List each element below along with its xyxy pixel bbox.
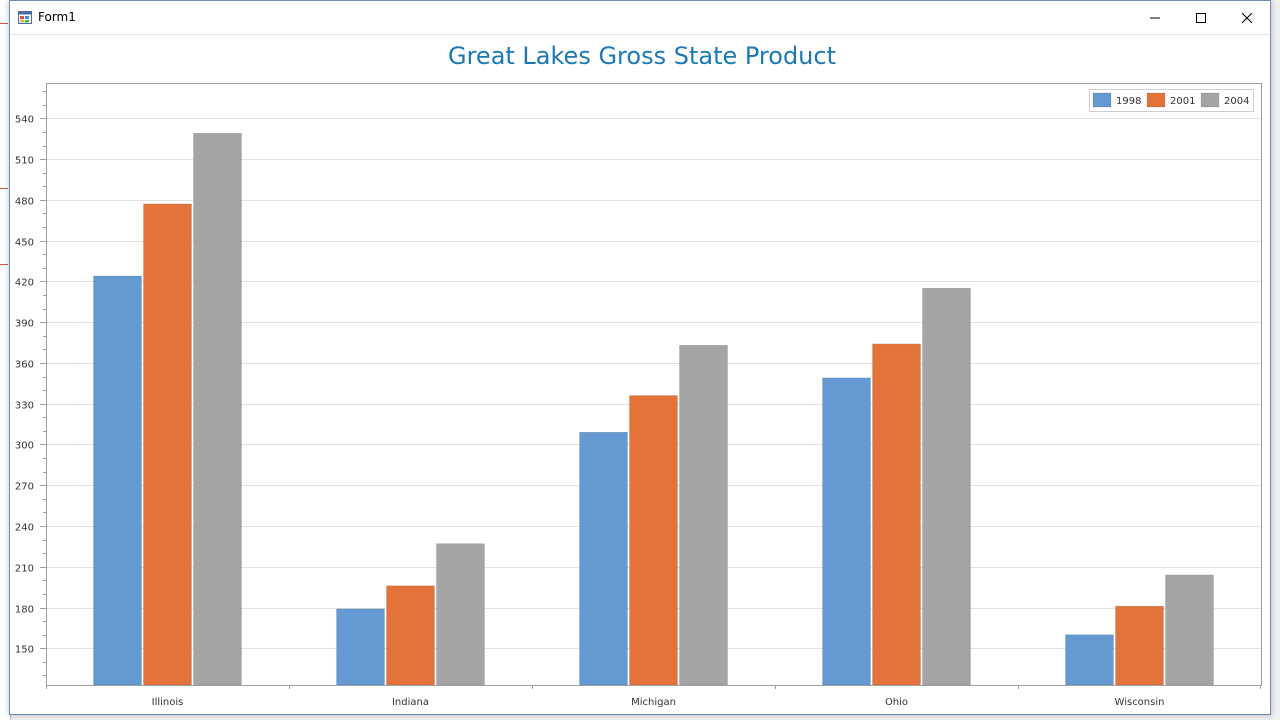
bar-ohio-2004 (922, 287, 971, 686)
y-tick-label: 270 (15, 482, 34, 493)
y-tick-label: 240 (15, 523, 34, 534)
y-tick-label: 420 (15, 278, 34, 289)
bars (93, 133, 1214, 686)
chart-control: Great Lakes Gross State Product 150 180 21… (10, 35, 1270, 714)
y-tick-label: 510 (15, 156, 34, 167)
bar-chart: Great Lakes Gross State Product 150 180 21… (15, 42, 1262, 708)
y-tick-label: 390 (15, 319, 34, 330)
window-title: Form1 (38, 10, 76, 24)
legend-swatch-2004 (1200, 92, 1220, 108)
y-tick-label: 300 (15, 441, 34, 452)
legend-label: 2004 (1224, 96, 1249, 107)
bar-michigan-2004 (679, 345, 728, 686)
minimize-icon (1150, 17, 1160, 18)
x-category-label: Illinois (152, 697, 184, 708)
legend-swatch-2001 (1146, 92, 1166, 108)
winforms-app-icon (18, 11, 32, 24)
form-window: Form1 Great Lakes Gross State Product 15… (9, 0, 1271, 715)
bar-wisconsin-2004 (1165, 574, 1214, 686)
y-tick-label: 360 (15, 360, 34, 371)
maximize-icon (1196, 12, 1206, 23)
bar-wisconsin-1998 (1065, 634, 1114, 686)
bar-michigan-2001 (629, 395, 678, 686)
bar-illinois-1998 (93, 275, 142, 686)
bar-indiana-2004 (436, 543, 485, 686)
background-accent-mark (0, 188, 8, 189)
bar-indiana-1998 (336, 608, 385, 686)
y-tick-label: 180 (15, 605, 34, 616)
bar-illinois-2004 (193, 133, 242, 686)
y-tick-label: 450 (15, 238, 34, 249)
x-axis: Illinois Indiana Michigan Ohio Wisconsin (46, 685, 1261, 708)
bar-ohio-1998 (822, 377, 871, 686)
y-tick-label: 150 (15, 645, 34, 656)
y-tick-label: 330 (15, 401, 34, 412)
legend-label: 2001 (1170, 96, 1195, 107)
bar-ohio-2001 (872, 343, 921, 686)
legend: 1998 2001 2004 (1089, 89, 1254, 112)
bar-indiana-2001 (386, 585, 435, 686)
close-button[interactable] (1224, 1, 1270, 34)
y-tick-label: 480 (15, 197, 34, 208)
maximize-button[interactable] (1178, 1, 1224, 34)
minimize-button[interactable] (1132, 1, 1178, 34)
x-category-label: Wisconsin (1115, 697, 1165, 708)
legend-swatch-1998 (1092, 92, 1112, 108)
bar-michigan-1998 (579, 431, 628, 686)
background-accent-mark (0, 264, 8, 265)
close-icon (1242, 12, 1252, 23)
background-accent-mark (0, 23, 8, 24)
legend-label: 1998 (1116, 96, 1141, 107)
bar-illinois-2001 (143, 203, 192, 686)
chart-title: Great Lakes Gross State Product (448, 42, 836, 70)
title-bar[interactable]: Form1 (10, 1, 1270, 35)
x-category-label: Ohio (885, 697, 908, 708)
x-category-label: Indiana (392, 697, 429, 708)
x-category-label: Michigan (631, 697, 676, 708)
y-tick-label: 540 (15, 115, 34, 126)
bar-wisconsin-2001 (1115, 605, 1164, 686)
y-axis: 150 180 210 240 270 300 330 360 390 420 450 480 510 5… (15, 83, 47, 685)
y-tick-label: 210 (15, 564, 34, 575)
